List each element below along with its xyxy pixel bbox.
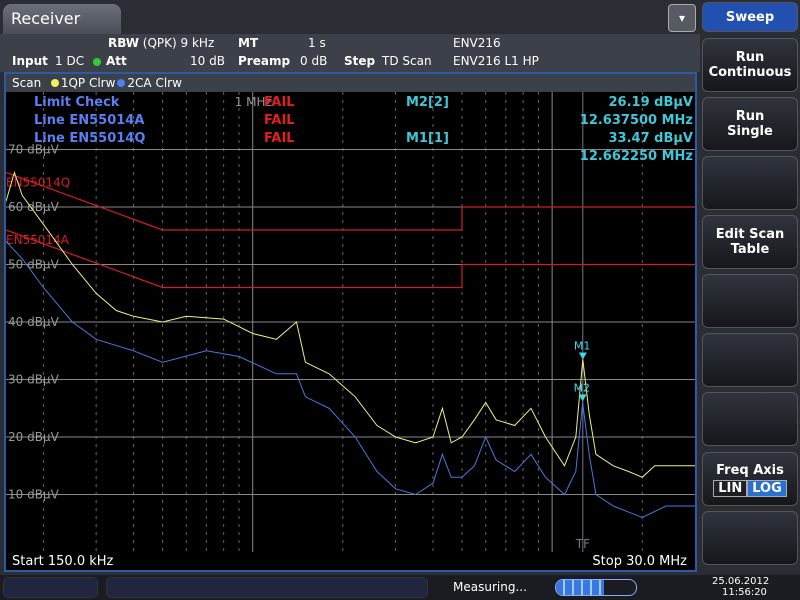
trace1-label[interactable]: 1QP Clrw: [60, 76, 116, 90]
trace-bar: Scan 1QP Clrw 2CA Clrw: [6, 74, 695, 92]
plot-area[interactable]: 70 dBµV 60 dBµV 50 dBµV 40 dBµV 30 dBµV 20 dB…: [6, 92, 695, 552]
trace2-label[interactable]: 2CA Clrw: [127, 76, 182, 90]
transducer1: ENV216: [453, 36, 501, 50]
marker-M2-icon: [578, 394, 587, 402]
trace-1QP: [6, 170, 695, 478]
softkey-6[interactable]: [702, 392, 798, 446]
rbw-value: (QPK) 9 kHz: [142, 36, 215, 50]
transducer2: ENV216 L1 HP: [453, 54, 539, 68]
plot-footer: Start 150.0 kHz Stop 30.0 MHz: [6, 552, 695, 570]
limit-line-q: Line EN55014Q: [34, 131, 146, 146]
limit-check-title: Limit Check: [34, 95, 120, 110]
input-label: Input: [12, 54, 48, 68]
step-label: Step: [344, 54, 376, 68]
spectrum-plot: 70 dBµV 60 dBµV 50 dBµV 40 dBµV 30 dBµV 20 dB…: [6, 92, 695, 552]
scan-label: Scan: [12, 76, 42, 90]
receiver-tab[interactable]: Receiver: [3, 4, 121, 34]
ytick-label: 30 dBµV: [8, 373, 60, 387]
freq-axis-label: Freq Axis: [716, 462, 784, 478]
sweep-menu-header: Sweep: [702, 2, 798, 32]
limit-line-EN55014A: [6, 229, 695, 289]
diagram-panel: Scan 1QP Clrw 2CA Clrw 70 dBµV 60 dBµV 50 d…: [4, 72, 697, 572]
mt-value: 1 s: [308, 36, 326, 50]
ytick-label: 10 dBµV: [8, 488, 60, 502]
freq-axis-softkey[interactable]: Freq Axis LIN LOG: [702, 452, 798, 506]
limit-results: FAIL FAIL FAIL: [264, 94, 295, 148]
status-bar: Measuring... 25.06.2012 11:56:20: [0, 575, 800, 600]
limit-check-block: Limit Check Line EN55014A Line EN55014Q: [34, 94, 145, 148]
marker2-freq: 12.637500 MHz: [579, 113, 693, 128]
input-status-icon: [93, 58, 101, 66]
softkey-panel: Sweep Run Continuous Run Single Edit Scan Tab…: [701, 0, 800, 575]
tf-label: TF: [575, 537, 590, 551]
ytick-label: 20 dBµV: [8, 430, 60, 444]
limit-a-result: FAIL: [264, 113, 295, 128]
trace1-dot-icon: [50, 79, 59, 87]
marker-M2-label: M2: [574, 381, 591, 394]
overflow-menu-icon[interactable]: ▾: [668, 4, 696, 32]
limit-q-result: FAIL: [264, 131, 295, 146]
lin-option[interactable]: LIN: [713, 479, 748, 497]
stop-freq: Stop 30.0 MHz: [592, 554, 687, 569]
rbw-label: RBW: [108, 36, 139, 50]
marker1-freq: 12.662250 MHz: [579, 149, 693, 164]
log-option[interactable]: LOG: [747, 479, 787, 497]
limit-line-label: EN55014Q: [6, 176, 70, 190]
progress-bar: [555, 579, 637, 596]
freq-label: 1 MHz: [235, 95, 272, 109]
softkey-4[interactable]: [702, 274, 798, 328]
ytick-label: 50 dBµV: [8, 258, 60, 272]
marker-labels: M2[2] M1[1]: [406, 94, 449, 148]
input-value: 1 DC: [55, 54, 85, 68]
ytick-label: 40 dBµV: [8, 315, 60, 329]
marker2-label: M2[2]: [406, 95, 449, 110]
marker-values: 26.19 dBµV 12.637500 MHz 33.47 dBµV 12.6…: [580, 94, 693, 166]
marker2-level: 26.19 dBµV: [608, 95, 694, 110]
softkey-5[interactable]: [702, 333, 798, 387]
limit-line-a: Line EN55014A: [34, 113, 145, 128]
start-freq: Start 150.0 kHz: [12, 554, 114, 569]
mt-label: MT: [238, 36, 259, 50]
ytick-label: 70 dBµV: [8, 143, 60, 157]
softkey-2[interactable]: [702, 156, 798, 210]
status-time: 11:56:20: [722, 587, 767, 598]
softkey-0[interactable]: Run Continuous: [702, 38, 798, 92]
step-value: TD Scan: [382, 54, 432, 68]
softkey-1[interactable]: Run Single: [702, 97, 798, 151]
softkey-3[interactable]: Edit Scan Table: [702, 215, 798, 269]
preamp-label: Preamp: [238, 54, 291, 68]
ytick-label: 60 dBµV: [8, 200, 60, 214]
marker-M1-icon: [578, 352, 587, 360]
status-date: 25.06.2012: [712, 576, 770, 587]
preamp-value: 0 dB: [300, 54, 328, 68]
limit-check-result: FAIL: [264, 95, 295, 110]
marker1-label: M1[1]: [406, 131, 449, 146]
limit-line-EN55014Q: [6, 171, 695, 231]
att-value: 10 dB: [190, 54, 225, 68]
softkey-blank-bottom[interactable]: [702, 511, 798, 565]
trace2-dot-icon: [117, 79, 126, 87]
settings-header: RBW (QPK) 9 kHz MT 1 s ENV216 Input 1 DC…: [0, 34, 700, 72]
status-text: Measuring...: [453, 580, 527, 594]
marker-M1-label: M1: [574, 340, 591, 353]
att-label: Att: [106, 54, 127, 68]
marker1-level: 33.47 dBµV: [608, 131, 694, 146]
status-field-1: [3, 577, 98, 598]
status-field-2: [106, 577, 428, 598]
limit-line-label: EN55014A: [6, 233, 70, 247]
trace-2CA: [6, 241, 695, 519]
